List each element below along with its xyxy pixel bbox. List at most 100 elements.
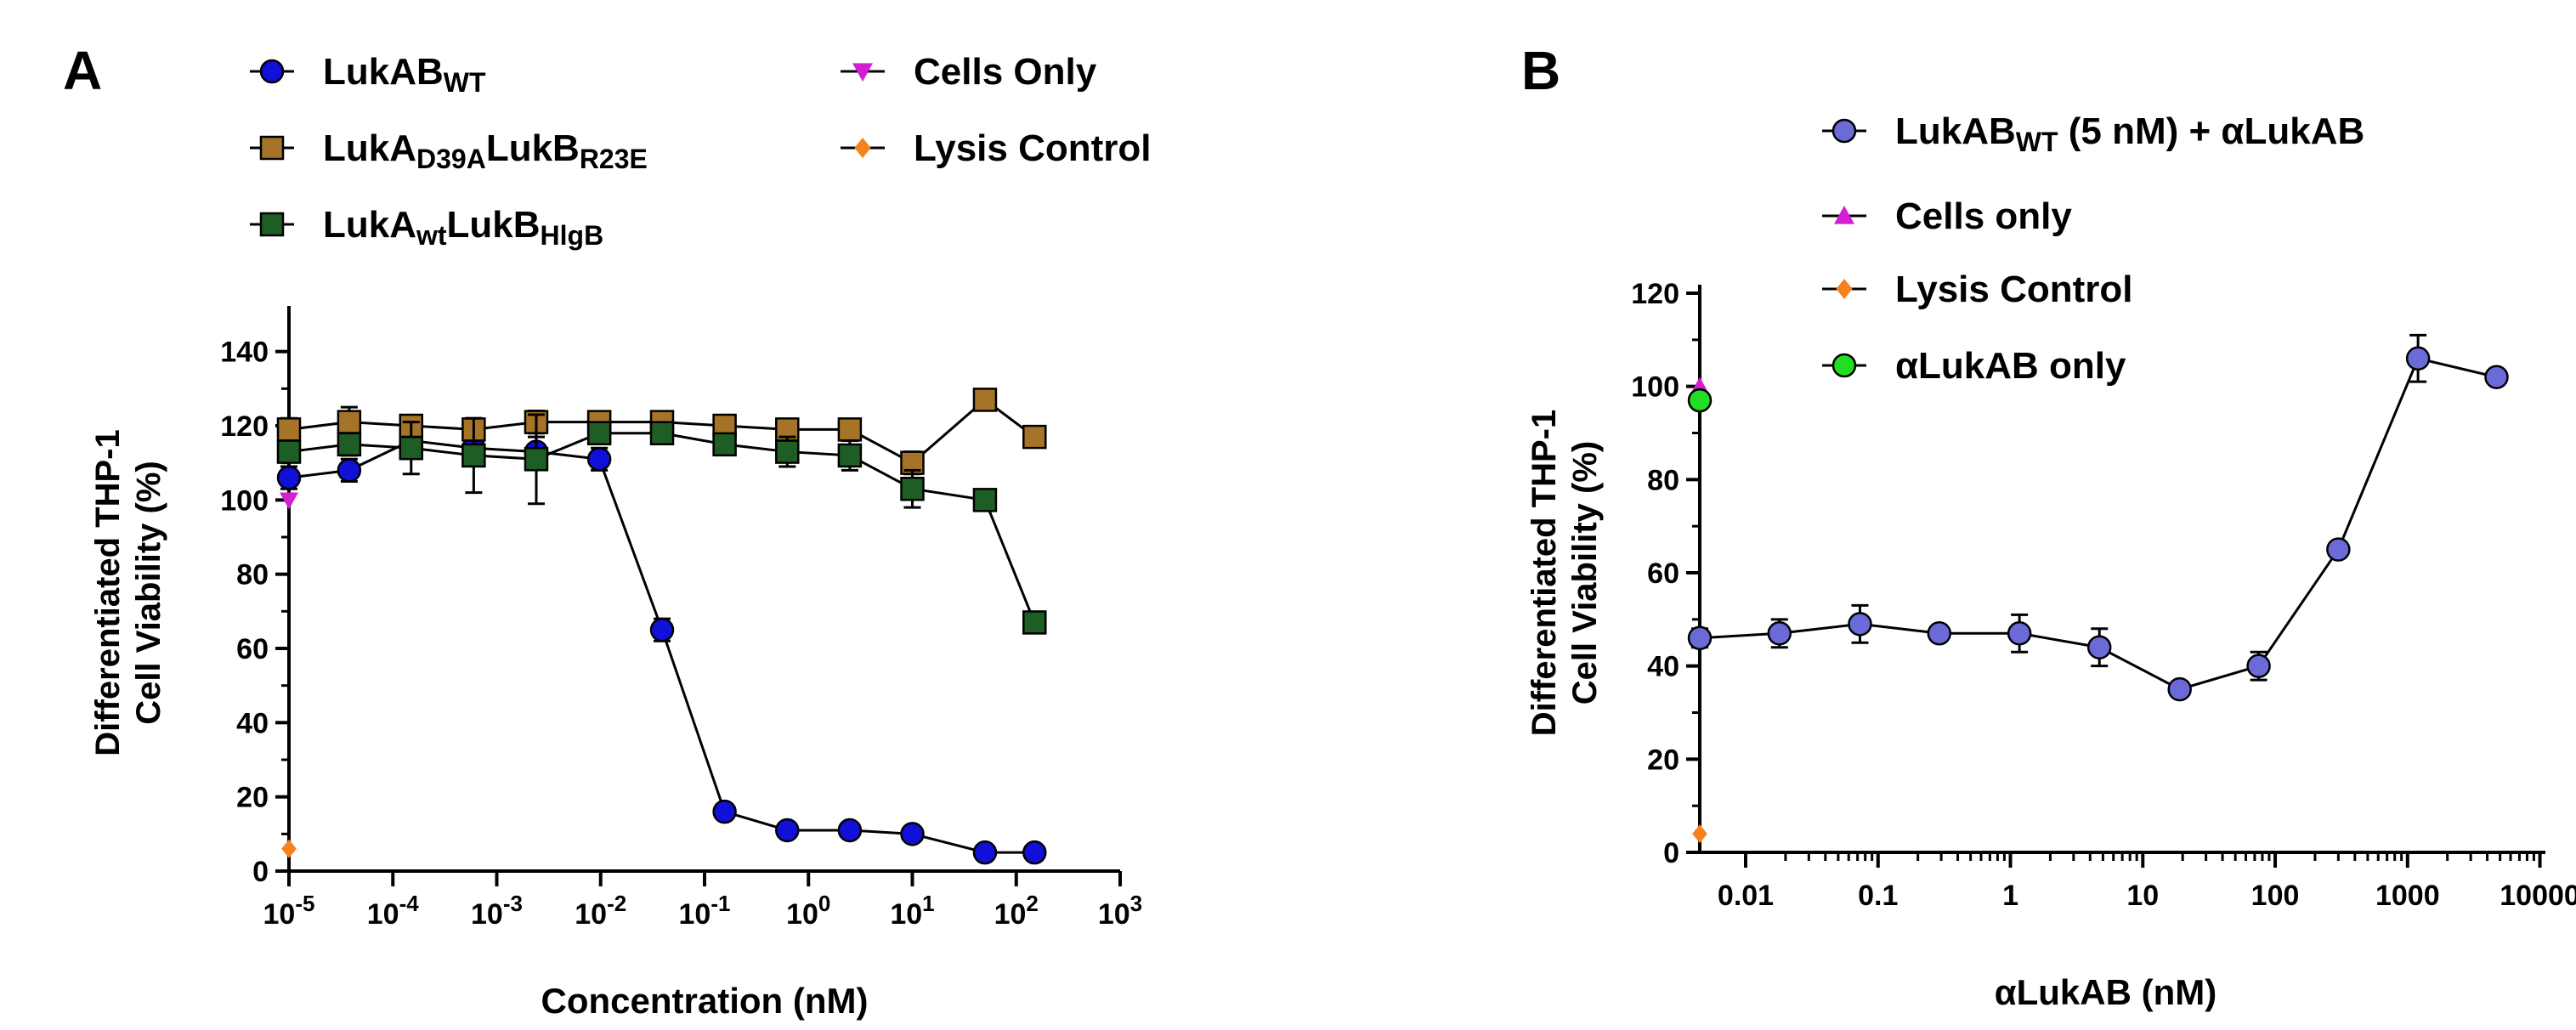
legend-marker bbox=[1836, 279, 1853, 299]
data-point bbox=[837, 818, 863, 843]
data-point bbox=[1022, 424, 1047, 450]
data-point bbox=[1022, 610, 1047, 635]
data-point bbox=[586, 421, 612, 445]
y-axis-title: Cell Viability (%) bbox=[130, 461, 167, 724]
y-axis-title: Differentiated THP-1 bbox=[89, 429, 127, 756]
y-tick-label: 140 bbox=[220, 337, 269, 369]
data-point bbox=[2484, 365, 2509, 389]
data-point bbox=[972, 388, 998, 412]
data-point bbox=[900, 476, 925, 501]
data-point bbox=[775, 818, 800, 843]
legend-item-lukad39a-lukbr23e: LukAD39ALukBR23E bbox=[250, 127, 648, 174]
legend-item-cells-only: Cells Only bbox=[841, 51, 1097, 93]
panel-b: B 0 20 40 60 80 100 120 0.01 0.1 1 10 100 1000 10000 αL… bbox=[1521, 40, 2576, 1012]
x-tick-label: 100 bbox=[2251, 880, 2300, 912]
data-point bbox=[276, 439, 302, 464]
legend-label: LukABWT bbox=[323, 51, 486, 98]
data-point bbox=[586, 447, 612, 472]
y-tick-label: 20 bbox=[236, 782, 269, 814]
data-point bbox=[337, 432, 362, 457]
x-tick-label: 1000 bbox=[2375, 880, 2440, 912]
legend-label: Lysis Control bbox=[1895, 269, 2133, 310]
x-tick-label: 10000 bbox=[2500, 880, 2576, 912]
x-tick-label: 10-4 bbox=[367, 891, 419, 931]
data-point bbox=[712, 432, 737, 457]
x-tick-label: 10-1 bbox=[679, 891, 731, 931]
series-cells-only bbox=[280, 492, 298, 510]
x-tick-label: 103 bbox=[1098, 891, 1142, 931]
y-axis-title: Differentiated THP-1 bbox=[1526, 410, 1563, 737]
data-point bbox=[280, 492, 298, 510]
y-tick-label: 60 bbox=[236, 633, 269, 665]
data-point bbox=[972, 488, 998, 512]
y-tick-label: 20 bbox=[1647, 744, 1679, 776]
y-tick-label: 120 bbox=[220, 410, 269, 443]
y-axis-title: Cell Viability (%) bbox=[1566, 441, 1604, 705]
data-point bbox=[775, 439, 800, 464]
legend-label: LukABWT (5 nM) + αLukAB bbox=[1895, 110, 2364, 157]
legend-marker bbox=[1832, 118, 1857, 144]
x-tick-label: 102 bbox=[994, 891, 1039, 931]
data-point bbox=[281, 839, 297, 858]
data-point bbox=[900, 822, 925, 846]
panel-label: A bbox=[63, 40, 102, 101]
x-tick-label: 10-3 bbox=[471, 891, 523, 931]
data-point bbox=[1927, 621, 1952, 646]
data-point bbox=[337, 458, 362, 483]
x-tick-label: 10-5 bbox=[263, 891, 315, 931]
y-tick-label: 60 bbox=[1647, 557, 1679, 590]
data-point bbox=[649, 421, 675, 445]
y-tick-label: 80 bbox=[1647, 464, 1679, 496]
y-tick-label: 80 bbox=[236, 559, 269, 591]
series-lysis-control bbox=[281, 839, 297, 858]
data-point bbox=[837, 417, 863, 442]
legend-label: Lysis Control bbox=[914, 127, 1152, 169]
data-point bbox=[2326, 537, 2351, 562]
data-point bbox=[337, 410, 362, 434]
data-point bbox=[2007, 621, 2032, 646]
legend-marker bbox=[852, 63, 873, 82]
series-lukabwt-5-nm-lukab bbox=[1687, 333, 2509, 702]
y-tick-label: 40 bbox=[1647, 651, 1679, 683]
legend-marker bbox=[259, 59, 285, 84]
x-tick-label: 1 bbox=[2002, 880, 2018, 912]
x-tick-label: 100 bbox=[786, 891, 830, 931]
x-tick-label: 10 bbox=[2126, 880, 2159, 912]
data-point bbox=[276, 417, 302, 442]
legend-marker bbox=[1832, 353, 1857, 378]
data-point bbox=[524, 447, 549, 472]
series-lukawtlukbhlgb bbox=[276, 413, 1047, 635]
legend-item-lukawt-lukbhlgb: LukAwtLukBHlgB bbox=[250, 204, 603, 251]
data-point bbox=[649, 617, 675, 642]
legend-item-cells-only: Cells only bbox=[1822, 195, 2072, 237]
data-point bbox=[2167, 676, 2192, 702]
legend-item-lukab-wt-plus-alukab: LukABWT (5 nM) + αLukAB bbox=[1822, 110, 2364, 157]
panel-a: A 0 20 40 60 80 100 120 140 10-5 10-4 10-3 10-2 10-1 1… bbox=[63, 40, 1152, 1021]
data-point bbox=[2246, 654, 2271, 678]
data-point bbox=[1022, 840, 1047, 865]
y-tick-label: 120 bbox=[1631, 278, 1679, 310]
x-tick-label: 0.01 bbox=[1718, 880, 1774, 912]
legend-label: αLukAB only bbox=[1895, 345, 2126, 387]
data-point bbox=[2086, 635, 2112, 659]
legend-label: Cells Only bbox=[914, 51, 1097, 93]
legend-label: Cells only bbox=[1895, 195, 2072, 237]
legend-label: LukAD39ALukBR23E bbox=[323, 127, 648, 174]
x-tick-label: 0.1 bbox=[1858, 880, 1898, 912]
legend: LukABWT LukAD39ALukBR23E LukAwtLukBHlgB Cel… bbox=[250, 51, 1152, 251]
legend-item-lysis-control: Lysis Control bbox=[841, 127, 1152, 169]
series-lysis-control bbox=[1692, 824, 1707, 844]
data-point bbox=[1687, 625, 1713, 651]
legend: LukABWT (5 nM) + αLukAB Cells only Lysis C… bbox=[1822, 110, 2364, 387]
legend-marker bbox=[1834, 206, 1854, 224]
data-point bbox=[1848, 612, 1872, 637]
x-axis-title: αLukAB (nM) bbox=[1995, 972, 2216, 1012]
legend-marker bbox=[259, 212, 285, 237]
data-point bbox=[837, 443, 863, 468]
y-tick-label: 0 bbox=[252, 856, 269, 888]
legend-marker bbox=[854, 138, 871, 158]
data-point bbox=[1692, 824, 1707, 844]
data-point bbox=[1687, 388, 1713, 413]
legend-label: LukAwtLukBHlgB bbox=[323, 204, 603, 251]
